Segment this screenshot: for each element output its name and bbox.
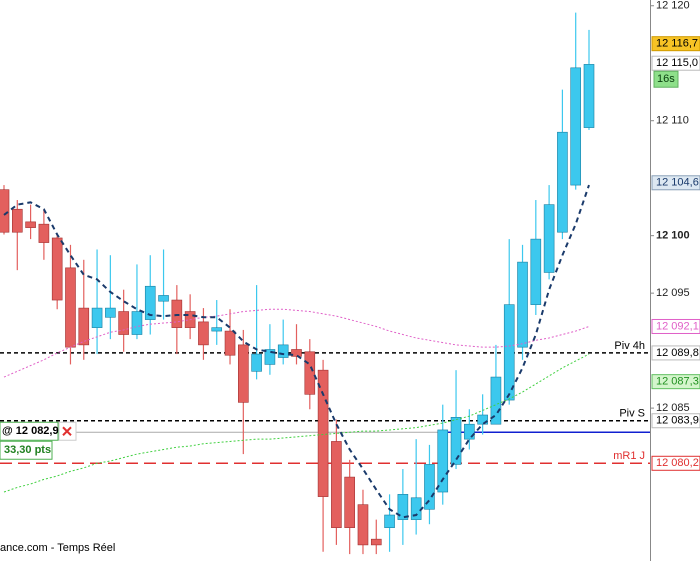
candle-body [437,429,449,493]
candle-body [38,223,50,243]
candle-body [570,67,582,186]
candle-body [198,321,209,346]
indicator-line [3,353,590,493]
candle-body [171,299,183,328]
price-tag [651,345,700,361]
candle-body [331,441,342,528]
candle-body [397,494,409,520]
y-tick-label: 12 095 [656,287,690,299]
close-icon [62,426,72,436]
position-box [0,421,59,441]
candle-body [503,304,515,401]
price-tag-label: 12 080,2 [656,457,699,469]
candle-body [490,376,502,425]
candle-body [384,514,395,528]
candle-body [25,221,36,228]
price-tag-label: 12 083,9 [656,415,699,427]
candle-body [78,307,90,346]
candle-body [131,311,143,335]
candle-body [118,311,129,335]
price-tag [651,374,700,390]
candle-body [477,414,488,425]
price-tag [651,175,700,191]
candle-body [211,327,223,332]
candle-body [277,344,289,358]
indicator-line [3,184,590,519]
candle-body [424,464,435,510]
candle-body [144,285,156,320]
candle-body [105,307,116,318]
y-tick-label: 12 110 [656,115,689,127]
timer: 16s [657,73,675,85]
candle-body [530,238,542,305]
y-tick-label: 12 120 [656,0,690,12]
price-tag-label: 12 115,0 [656,57,698,69]
price-tag-label: 12 116,7 [656,38,698,50]
candle-body [158,295,169,302]
candle-body [370,538,382,546]
candle-body [304,351,316,395]
candle-body [317,369,329,497]
candle-body [464,423,475,440]
candle-body [583,64,595,128]
price-tag [651,36,700,52]
price-tag [651,318,700,334]
candle-body [517,261,528,348]
level-label: Piv 4h [614,340,645,352]
candle-body [11,208,23,233]
y-tick-label: 12 100 [656,230,690,242]
candle-body [557,131,568,233]
source-label: ance.com - Temps Réel [0,542,115,554]
level-label: Piv S [619,408,645,420]
candle-body [238,344,249,403]
price-tag-label: 12 087,3 [656,376,699,388]
pnl-box [0,440,53,460]
candle-body [357,504,369,546]
candle-body [251,353,262,372]
candle-body [224,330,236,356]
position-label: @ 12 082,9 [2,425,59,437]
price-tag [651,455,700,471]
candle-body [65,267,76,348]
candle-body [410,497,422,520]
candle-body [344,476,355,528]
timer-box [653,70,679,88]
candle-body [51,237,63,301]
level-label: mR1 J [613,450,645,462]
candle-body [450,417,462,465]
price-tag-label: 12 089,8 [656,347,699,359]
candle-body [264,349,276,365]
price-tag [651,55,700,71]
candle-body [91,307,103,328]
price-tag [651,413,700,429]
price-tag-label: 12 104,6 [656,177,699,189]
candle-body [543,204,555,273]
pnl-label: 33,30 pts [4,444,51,456]
price-tag-label: 12 092,1 [656,320,699,332]
y-tick-label: 12 085 [656,402,690,414]
candle-body [0,189,10,233]
